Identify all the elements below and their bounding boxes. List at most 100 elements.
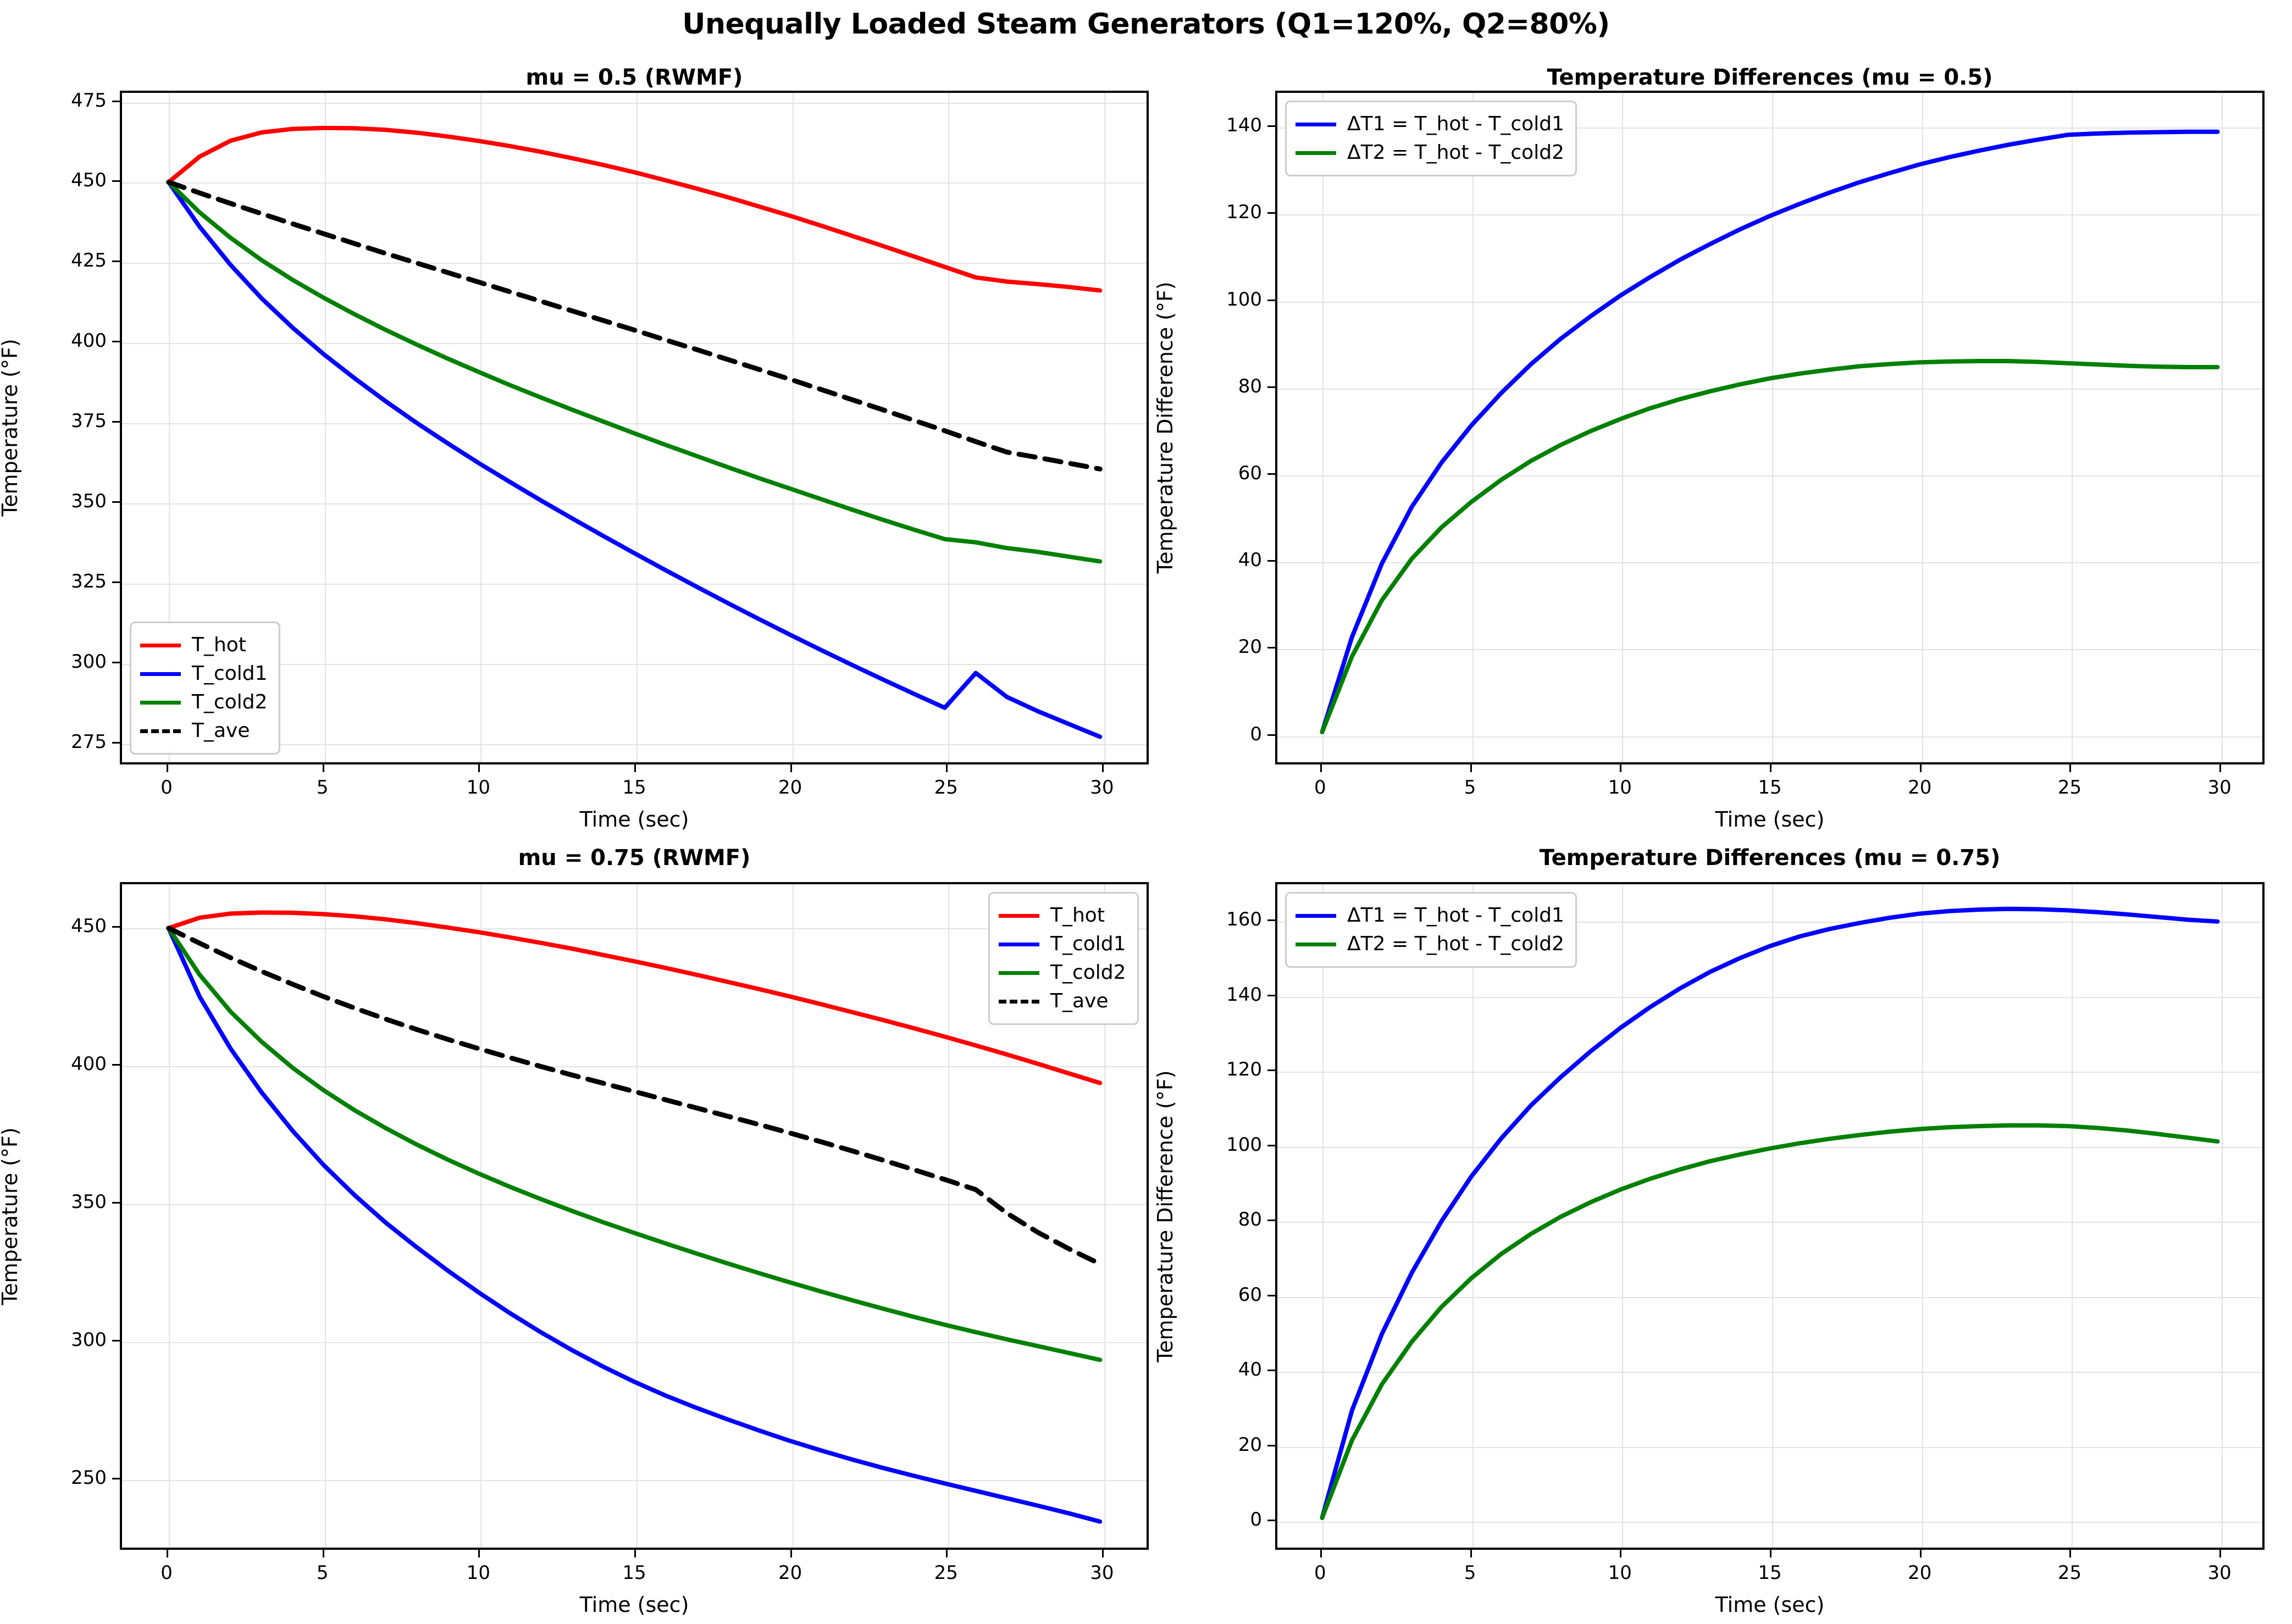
- gridline-horizontal: [122, 182, 1147, 184]
- y-tickmark: [112, 1064, 120, 1066]
- gridline-horizontal: [1277, 128, 2262, 129]
- gridline-vertical: [948, 884, 950, 1548]
- legend-swatch-icon: [140, 643, 181, 647]
- legend-label: T_cold2: [192, 691, 268, 713]
- y-tickmark: [1267, 473, 1275, 475]
- legend: T_hot T_cold1 T_cold2 T_ave: [988, 892, 1139, 1025]
- series-line: [166, 179, 1103, 472]
- y-tick-label: 375: [71, 410, 107, 433]
- plot-area: [1275, 882, 2265, 1550]
- y-tickmark: [112, 1202, 120, 1204]
- y-tick-label: 160: [1226, 908, 1262, 931]
- x-tickmark: [634, 1550, 636, 1558]
- series-line: [166, 180, 1103, 739]
- y-tick-label: 60: [1238, 462, 1262, 485]
- x-axis-label: Time (sec): [1715, 1593, 1825, 1617]
- gridline-horizontal: [122, 1342, 1147, 1344]
- x-tick-label: 15: [1758, 1562, 1782, 1584]
- x-tickmark: [167, 764, 169, 772]
- x-tickmark: [946, 764, 948, 772]
- legend-item[interactable]: T_ave: [140, 717, 268, 745]
- panel-title: mu = 0.75 (RWMF): [518, 845, 751, 871]
- x-tick-label: 15: [622, 777, 646, 799]
- y-tickmark: [1267, 647, 1275, 649]
- y-tickmark: [1267, 212, 1275, 214]
- legend-label: T_ave: [192, 719, 250, 742]
- gridline-horizontal: [1277, 1522, 2262, 1523]
- legend-item[interactable]: T_cold2: [999, 958, 1126, 987]
- legend-item[interactable]: T_ave: [999, 987, 1126, 1016]
- y-tickmark: [1267, 919, 1275, 922]
- x-tick-label: 30: [1090, 777, 1114, 799]
- gridline-vertical: [169, 884, 170, 1548]
- legend-label: ΔT2 = T_hot - T_cold2: [1347, 141, 1564, 164]
- x-tick-label: 20: [1908, 1562, 1932, 1584]
- gridline-horizontal: [1277, 1072, 2262, 1073]
- legend-item[interactable]: T_cold2: [140, 688, 268, 717]
- y-tickmark: [112, 421, 120, 423]
- y-tick-label: 100: [1226, 288, 1262, 311]
- gridline-horizontal: [122, 263, 1147, 264]
- x-tickmark: [1919, 764, 1922, 772]
- x-tick-label: 0: [160, 1562, 173, 1584]
- y-tick-label: 60: [1238, 1283, 1262, 1306]
- x-tick-label: 5: [316, 777, 329, 799]
- series-line: [1320, 129, 2220, 734]
- series-line: [166, 925, 1103, 1362]
- y-tickmark: [1267, 386, 1275, 388]
- series-line: [166, 925, 1103, 1524]
- legend-item[interactable]: ΔT1 = T_hot - T_cold1: [1296, 901, 1564, 930]
- legend-item[interactable]: ΔT2 = T_hot - T_cold2: [1296, 930, 1564, 958]
- gridline-horizontal: [122, 423, 1147, 425]
- series-line: [166, 925, 1103, 1267]
- y-tick-label: 80: [1238, 1209, 1262, 1231]
- legend-label: T_ave: [1050, 990, 1109, 1012]
- y-tick-label: 140: [1226, 983, 1262, 1006]
- y-tickmark: [1267, 734, 1275, 736]
- legend-label: ΔT2 = T_hot - T_cold2: [1347, 933, 1564, 955]
- gridline-vertical: [1472, 93, 1474, 762]
- y-tickmark: [1267, 1069, 1275, 1072]
- series-canvas: [166, 910, 1103, 1524]
- y-tick-label: 300: [71, 651, 107, 673]
- legend-swatch-icon: [999, 971, 1039, 975]
- y-tick-label: 325: [71, 570, 107, 593]
- y-tick-label: 20: [1238, 1433, 1262, 1456]
- legend-item[interactable]: T_cold1: [140, 659, 268, 688]
- legend-item[interactable]: ΔT1 = T_hot - T_cold1: [1296, 110, 1564, 138]
- x-tickmark: [478, 764, 480, 772]
- x-tick-label: 0: [1314, 777, 1326, 799]
- y-tick-label: 400: [71, 330, 107, 352]
- legend-item[interactable]: T_hot: [999, 901, 1126, 930]
- y-tick-label: 20: [1238, 636, 1262, 658]
- y-tick-label: 120: [1226, 201, 1262, 224]
- x-tickmark: [167, 1550, 169, 1558]
- y-tick-label: 0: [1250, 1509, 1262, 1531]
- gridline-vertical: [948, 93, 950, 762]
- y-tickmark: [112, 1478, 120, 1480]
- y-tick-label: 0: [1250, 723, 1262, 745]
- x-tick-label: 5: [1464, 1562, 1476, 1584]
- y-tickmark: [1267, 125, 1275, 128]
- y-tick-label: 300: [71, 1329, 107, 1351]
- gridline-vertical: [169, 93, 170, 762]
- legend-swatch-icon: [999, 913, 1039, 918]
- gridline-horizontal: [1277, 562, 2262, 564]
- gridline-horizontal: [1277, 301, 2262, 303]
- gridline-vertical: [1772, 884, 1773, 1548]
- legend-item[interactable]: T_cold1: [999, 930, 1126, 958]
- legend-swatch-icon: [140, 672, 181, 676]
- x-tick-label: 30: [1090, 1562, 1114, 1584]
- legend-label: T_cold2: [1050, 961, 1126, 984]
- gridline-horizontal: [122, 1480, 1147, 1482]
- panel-title: Temperature Differences (mu = 0.75): [1539, 845, 2001, 871]
- x-tick-label: 5: [316, 1562, 329, 1584]
- legend-item[interactable]: T_hot: [140, 631, 268, 659]
- gridline-vertical: [1322, 93, 1324, 762]
- series-line: [1320, 359, 2220, 734]
- legend-label: T_hot: [1050, 904, 1105, 927]
- legend-item[interactable]: ΔT2 = T_hot - T_cold2: [1296, 138, 1564, 167]
